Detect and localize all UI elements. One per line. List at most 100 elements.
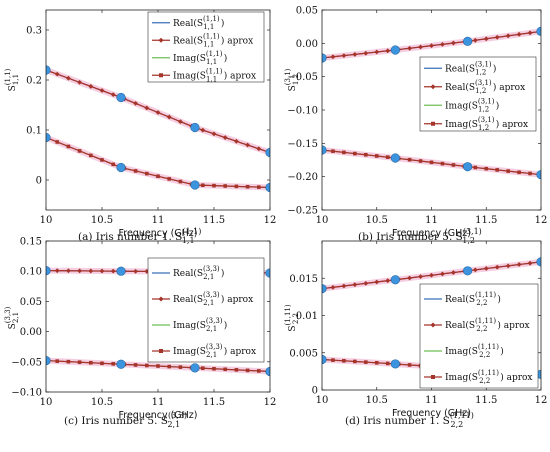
legend-text: Imag(S	[445, 372, 478, 383]
real-aprox-marker	[330, 284, 336, 290]
real-aprox-marker	[166, 114, 172, 120]
real-aprox-marker	[516, 262, 522, 267]
plot-frame	[45, 240, 271, 393]
imag-aprox-marker	[342, 358, 346, 363]
real-aprox-marker	[516, 31, 522, 37]
imag-aprox-marker	[374, 154, 379, 158]
imag-aprox-marker	[331, 149, 335, 153]
real-aprox-marker	[363, 50, 369, 56]
legend-text-post: )	[496, 100, 500, 111]
x-tick-label: 11	[152, 215, 165, 226]
real-aprox-marker	[110, 92, 116, 98]
legend-imag-aprox-marker	[159, 73, 163, 78]
legend-sup: (1,11)	[475, 291, 496, 299]
y-label-main: S	[288, 85, 298, 91]
legend-sub: 1,2	[478, 105, 489, 113]
real-sample-point	[463, 266, 473, 276]
legend-sup: (3,3)	[206, 317, 223, 325]
imag-aprox-marker	[407, 363, 412, 367]
x-tick-label: 12	[264, 215, 277, 226]
legend-text-post: )	[224, 320, 228, 331]
imag-aprox-marker	[55, 140, 59, 144]
figure-caption: (c) Iris number 5. S(3,3) 2,1	[64, 411, 187, 429]
imag-sample-point	[463, 162, 473, 172]
legend-real-label: Real(S(1,11) 2,2)	[445, 291, 501, 307]
y-label-sup: (3,3)	[4, 306, 12, 323]
imag-aprox-marker	[66, 144, 71, 149]
imag-aprox-marker	[528, 171, 532, 176]
legend-box	[419, 283, 539, 389]
legend-text-post: )	[497, 294, 501, 305]
x-tick-label: 12	[535, 395, 548, 406]
y-label-sub: 1,2	[292, 74, 300, 85]
imag-aprox-marker	[145, 171, 149, 176]
y-axis-label: S(3,1)1,2	[284, 68, 300, 91]
real-aprox-marker	[133, 101, 138, 106]
legend: Real(S(1,1) 1,1)Real(S(1,1) 1,1) aproxImag…	[147, 11, 265, 83]
real-aprox-marker	[99, 268, 105, 274]
caption-text: (b) Iris number 5. S	[358, 231, 463, 243]
real-aprox-marker	[133, 268, 138, 274]
caption-sub: 1,2	[462, 236, 475, 245]
y-axis-label: S(3,3)2,1	[4, 306, 20, 329]
y-tick-label: −0.05	[287, 72, 318, 83]
legend-real-aprox-marker	[430, 84, 436, 90]
legend-imag-aprox-label: Imag(S(1,1) 1,1) aprox	[173, 67, 256, 83]
real-aprox-marker	[385, 278, 391, 284]
legend-sup: (1,11)	[475, 317, 496, 325]
real-aprox-marker	[472, 37, 478, 43]
legend-sub: 1,1	[206, 75, 217, 83]
legend-sup: (1,11)	[478, 369, 499, 377]
legend-sup: (1,1)	[206, 50, 223, 58]
legend-sup: (3,3)	[206, 343, 223, 351]
x-tick-label: 12	[535, 215, 548, 226]
real-aprox-marker	[110, 268, 116, 274]
real-aprox-marker	[505, 263, 511, 269]
imag-aprox-marker	[212, 183, 216, 188]
real-aprox-marker	[88, 268, 94, 274]
y-tick-label: 0	[312, 386, 318, 397]
legend-text: Imag(S	[173, 346, 206, 357]
legend-text: Real(S	[173, 18, 203, 29]
imag-aprox-marker	[257, 185, 261, 189]
legend: Real(S(1,11) 2,2)Real(S(1,11) 2,2) aproxIm…	[419, 283, 539, 389]
caption-sup: (1,11)	[450, 411, 474, 420]
legend-text: Imag(S	[445, 100, 478, 111]
imag-sample-point	[390, 153, 400, 163]
legend-text-post: )	[493, 63, 497, 74]
legend-imag-label: Imag(S(1,1) 1,1)	[173, 50, 227, 66]
imag-aprox-marker	[517, 170, 521, 175]
real-aprox-marker	[330, 54, 336, 60]
y-tick-label: 0.2	[26, 76, 42, 87]
legend-text-post: )	[224, 53, 228, 64]
legend-imag-aprox-label: Imag(S(3,3) 2,1) aprox	[173, 343, 256, 359]
legend-imag-aprox-label: Imag(S(3,1) 1,2) aprox	[445, 116, 528, 132]
real-aprox-marker	[352, 282, 358, 288]
real-aprox-marker	[483, 266, 489, 271]
legend-sub: 2,1	[206, 325, 217, 333]
imag-aprox-marker	[89, 360, 93, 365]
legend-real-label: Real(S(3,1) 1,2)	[445, 60, 496, 76]
real-aprox-marker	[200, 127, 206, 133]
x-tick-label: 11	[425, 395, 438, 406]
real-aprox-marker	[527, 260, 533, 266]
real-aprox-marker	[494, 264, 500, 270]
imag-aprox-marker	[133, 169, 138, 173]
y-tick-label: −0.05	[11, 357, 42, 368]
legend-text: Imag(S	[445, 119, 478, 130]
imag-aprox-marker	[223, 367, 227, 372]
imag-aprox-marker	[212, 366, 216, 371]
imag-aprox-marker	[156, 174, 160, 179]
x-tick-label: 10.5	[91, 215, 113, 226]
imag-exact-line	[46, 137, 270, 188]
caption-sub: 2,1	[167, 420, 180, 429]
imag-sample-point	[265, 182, 270, 193]
real-sample-point	[116, 92, 126, 103]
real-aprox-marker	[451, 40, 456, 46]
imag-aprox-marker	[353, 151, 357, 156]
y-tick-label: 0.015	[289, 274, 318, 285]
legend-box	[147, 257, 265, 363]
legend-sub: 1,2	[475, 87, 486, 95]
real-aprox-marker	[211, 131, 217, 137]
real-sample-point	[265, 147, 270, 158]
